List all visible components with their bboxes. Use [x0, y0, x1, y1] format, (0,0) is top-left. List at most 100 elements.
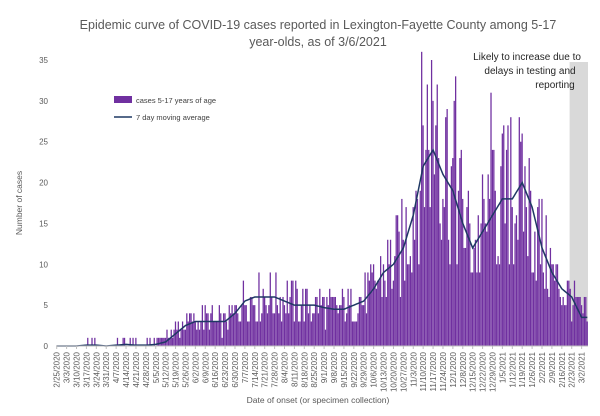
bar-day-245: [402, 239, 404, 346]
bar-day-257: [419, 190, 421, 346]
legend: cases 5-17 years of age 7 day moving ave…: [114, 96, 216, 122]
bar-day-363: [569, 288, 571, 346]
bar-day-255: [416, 198, 419, 346]
bar-day-368: [576, 296, 578, 346]
bar-day-203: [343, 296, 345, 346]
bar-day-249: [408, 264, 410, 346]
y-tick-label-4: 20: [39, 179, 48, 188]
x-tick-label-46: 1/12/2021: [508, 351, 517, 387]
bar-day-192: [327, 305, 329, 346]
bar-day-91: [184, 329, 187, 346]
x-tick-label-0: 2/25/2020: [53, 351, 62, 387]
bar-day-246: [404, 280, 406, 346]
bar-day-262: [426, 84, 428, 346]
bar-day-199: [337, 313, 339, 346]
bar-day-337: [532, 272, 535, 346]
bar-day-106: [205, 313, 208, 346]
bar-day-281: [453, 100, 455, 346]
bar-day-356: [559, 296, 561, 346]
bar-day-173: [300, 305, 303, 346]
bar-day-278: [449, 264, 451, 346]
bar-day-136: [248, 321, 250, 346]
bar-day-170: [296, 288, 298, 346]
bar-day-200: [338, 305, 341, 346]
x-tick-label-29: 9/15/2020: [340, 351, 349, 387]
bar-day-295: [473, 247, 475, 346]
bar-day-109: [210, 313, 212, 346]
bar-day-329: [521, 133, 523, 346]
bar-day-306: [488, 198, 491, 346]
bar-day-216: [361, 305, 363, 346]
x-tick-label-31: 9/29/2020: [360, 351, 369, 387]
bar-day-218: [364, 272, 366, 346]
bar-day-97: [193, 313, 195, 346]
y-tick-label-3: 15: [39, 219, 48, 228]
bar-day-241: [396, 215, 399, 346]
bar-day-275: [445, 117, 447, 346]
bar-day-190: [324, 329, 327, 346]
bar-day-300: [480, 223, 482, 346]
bar-day-222: [370, 264, 372, 346]
bar-day-319: [507, 125, 509, 346]
x-tick-label-39: 11/24/2020: [439, 351, 448, 391]
bar-day-264: [429, 207, 431, 346]
bar-day-347: [546, 288, 549, 346]
bar-day-355: [558, 288, 560, 346]
bar-day-366: [573, 280, 576, 346]
bar-day-364: [571, 321, 573, 346]
bar-day-48: [123, 337, 126, 346]
bar-day-374: [585, 296, 587, 346]
bar-day-250: [409, 256, 411, 346]
bar-day-272: [440, 239, 443, 346]
bar-day-284: [457, 190, 460, 346]
x-tick-label-10: 5/5/2020: [152, 351, 161, 383]
bar-day-128: [237, 313, 239, 346]
bar-day-127: [235, 305, 237, 346]
bar-day-324: [514, 223, 516, 346]
bar-day-294: [471, 272, 474, 346]
bar-day-304: [486, 231, 488, 346]
bar-day-343: [541, 198, 543, 346]
bar-day-219: [365, 313, 368, 346]
bar-day-212: [355, 321, 358, 346]
x-tick-label-24: 8/11/2020: [290, 351, 299, 387]
bar-day-123: [230, 313, 232, 346]
bar-day-238: [392, 280, 395, 346]
bar-day-124: [231, 305, 233, 346]
bar-day-25: [91, 337, 93, 346]
bar-day-169: [295, 280, 297, 346]
bar-day-105: [204, 305, 206, 346]
bar-day-309: [493, 149, 495, 346]
bar-day-186: [319, 288, 321, 346]
y-tick-label-1: 5: [44, 301, 49, 310]
bar-day-175: [303, 321, 305, 346]
bar-day-189: [323, 296, 325, 346]
bar-day-327: [518, 117, 520, 346]
bar-day-196: [333, 296, 335, 346]
bar-day-263: [428, 149, 430, 346]
bar-day-56: [135, 337, 137, 346]
bar-day-228: [378, 280, 380, 346]
bar-day-71: [156, 337, 158, 346]
x-tick-label-1: 3/3/2020: [63, 351, 72, 383]
bar-day-244: [401, 198, 403, 346]
bar-day-296: [474, 239, 477, 346]
bar-day-126: [234, 305, 236, 346]
bar-day-342: [539, 264, 542, 346]
bar-day-224: [372, 264, 375, 346]
bar-day-197: [334, 296, 337, 346]
bar-day-129: [238, 321, 240, 346]
bar-day-161: [283, 305, 286, 346]
bar-day-287: [462, 198, 464, 346]
x-tick-label-35: 10/27/2020: [399, 351, 408, 392]
bar-day-362: [568, 280, 570, 346]
bar-day-191: [326, 296, 328, 346]
x-tick-label-5: 3/31/2020: [102, 351, 111, 387]
bar-day-94: [189, 313, 191, 346]
x-tick-label-53: 3/2/2021: [578, 351, 587, 383]
bar-day-320: [508, 264, 511, 346]
bar-day-207: [348, 305, 351, 346]
bar-day-85: [176, 329, 178, 346]
bar-day-338: [534, 231, 536, 346]
